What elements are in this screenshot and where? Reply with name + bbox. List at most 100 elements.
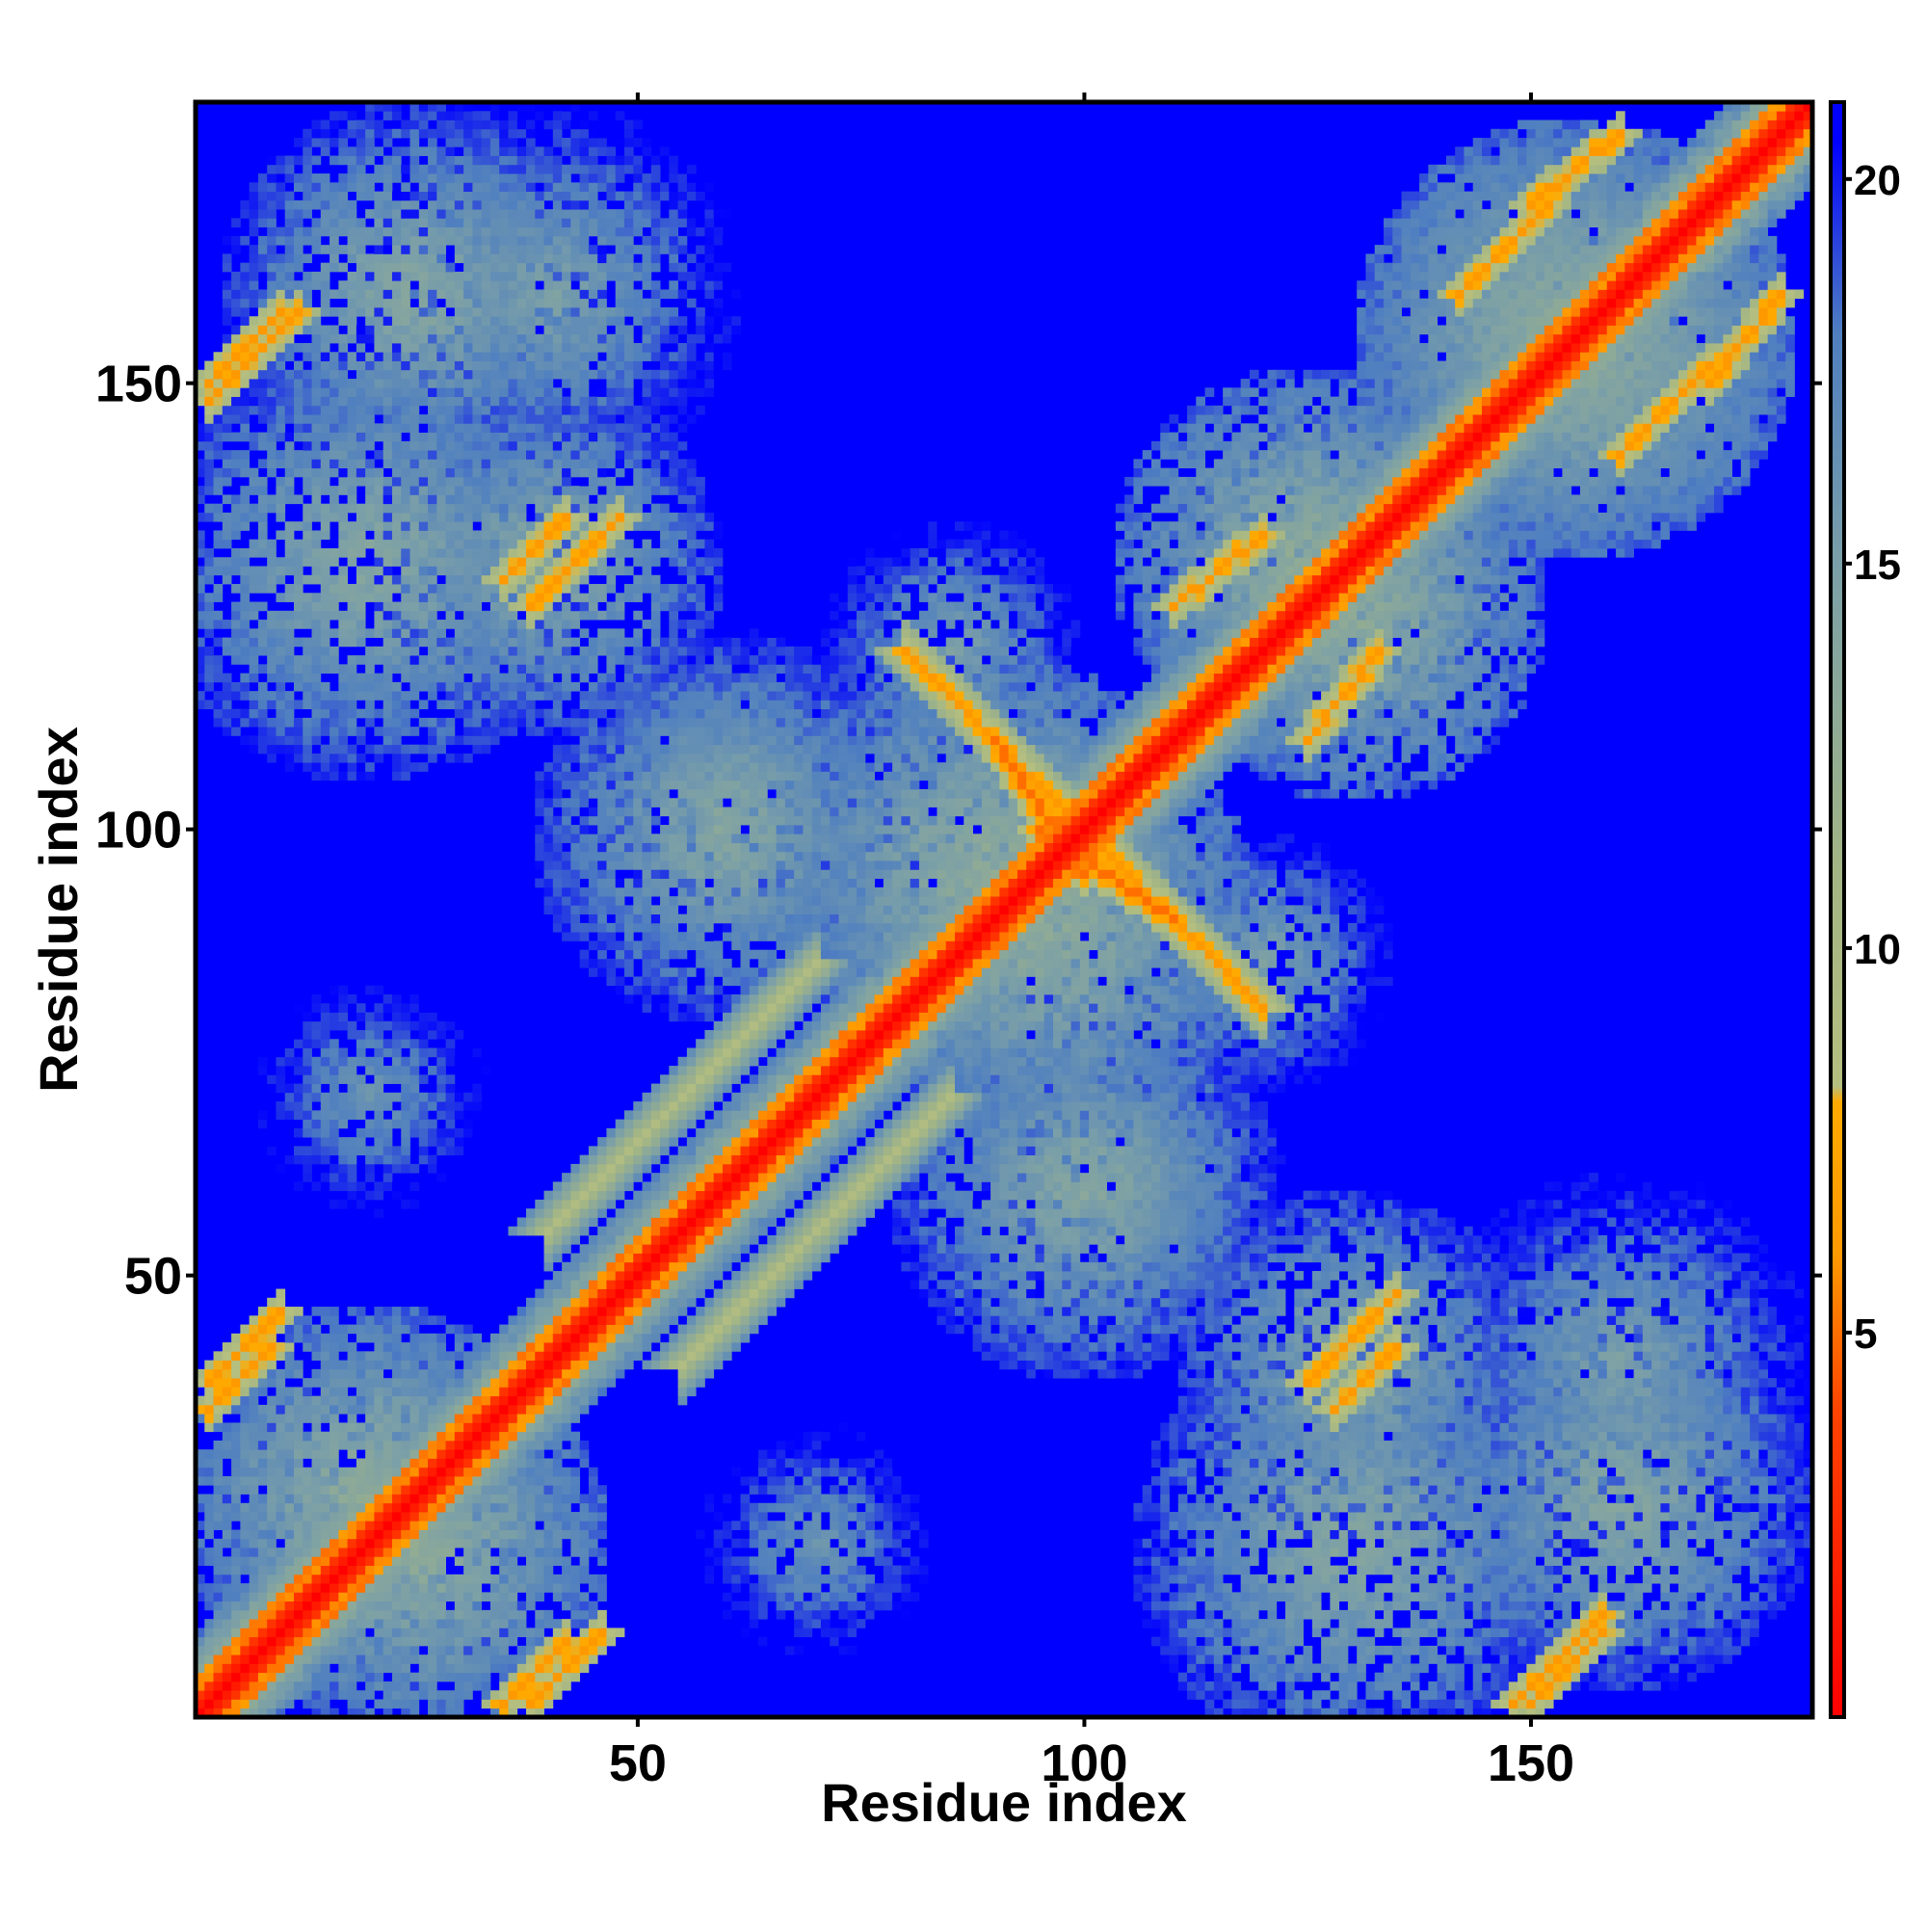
heatmap-cell [463,1030,473,1040]
heatmap-cell [463,333,473,344]
heatmap-cell [552,1690,563,1700]
heatmap-cell [454,396,464,407]
heatmap-cell [257,601,268,612]
heatmap-cell [418,584,429,594]
heatmap-cell [383,708,393,719]
heatmap-cell [231,1368,241,1379]
heatmap-cell [356,1512,366,1522]
heatmap-cell [365,1119,375,1129]
heatmap-cell [383,414,393,424]
heatmap-cell [240,1449,251,1459]
heatmap-cell [374,1066,384,1075]
heatmap-cell [508,557,518,567]
heatmap-cell [320,245,330,254]
heatmap-cell [535,798,544,807]
heatmap-cell [535,306,544,317]
heatmap-cell [552,1422,563,1433]
heatmap-cell [196,1475,205,1486]
heatmap-cell [570,1548,581,1557]
heatmap-cell [526,1467,536,1477]
heatmap-cell [472,700,483,710]
heatmap-cell [347,967,357,977]
heatmap-cell [320,271,330,281]
heatmap-cell [552,1280,563,1289]
heatmap-cell [445,1163,456,1174]
heatmap-cell [231,620,241,629]
heatmap-cell [293,182,304,192]
heatmap-cell [543,905,554,915]
heatmap-cell [543,547,554,558]
heatmap-cell [231,708,241,719]
heatmap-cell [526,199,536,210]
heatmap-cell [383,316,393,326]
heatmap-cell [204,423,214,434]
heatmap-cell [401,1681,410,1691]
heatmap-cell [240,1475,251,1486]
heatmap-cell [418,1681,429,1691]
heatmap-cell [347,1378,357,1388]
heatmap-cell [562,1502,571,1513]
heatmap-cell [401,459,410,469]
heatmap-cell [552,306,563,317]
heatmap-cell [222,450,232,460]
heatmap-cell [552,405,563,415]
heatmap-cell [249,717,259,728]
heatmap-cell [257,1681,268,1691]
heatmap-cell [418,1583,429,1593]
heatmap-cell [401,1020,410,1031]
heatmap-cell [562,1485,571,1495]
heatmap-cell [204,486,214,495]
heatmap-cell [409,1485,420,1495]
heatmap-cell [267,173,277,183]
heatmap-cell [204,1628,214,1638]
heatmap-cell [489,306,500,317]
heatmap-cell [347,316,357,326]
heatmap-cell [374,1654,384,1664]
heatmap-cell [436,1609,446,1620]
heatmap-cell [401,610,410,621]
heatmap-cell [374,1601,384,1611]
heatmap-cell [311,1378,322,1388]
heatmap-cell [499,1672,509,1682]
heatmap-cell [303,574,312,585]
heatmap-cell [535,1502,544,1513]
heatmap-cell [196,1583,205,1593]
heatmap-cell [436,503,446,514]
heatmap-cell [293,1512,304,1522]
heatmap-cell [436,735,446,746]
heatmap-cell [311,1092,322,1102]
heatmap-cell [570,842,581,853]
heatmap-cell [526,1404,536,1415]
heatmap-cell [196,369,205,380]
heatmap-cell [499,1502,509,1513]
heatmap-cell [418,1556,429,1566]
heatmap-cell [562,119,571,130]
heatmap-cell [543,1342,554,1352]
heatmap-cell [562,1475,571,1486]
heatmap-cell [330,610,339,621]
heatmap-cell [543,1378,554,1388]
heatmap-cell [311,1512,322,1522]
heatmap-cell [240,637,251,648]
heatmap-cell [445,637,456,648]
heatmap-cell [526,333,536,344]
heatmap-cell [562,111,571,120]
heatmap-cell [499,235,509,246]
heatmap-cell [445,1475,456,1486]
heatmap-cell [489,1512,500,1522]
heatmap-cell [391,199,402,210]
heatmap-cell [463,700,473,710]
heatmap-cell [383,1422,393,1433]
heatmap-cell [365,146,375,156]
heatmap-cell [276,1342,286,1352]
heatmap-cell [516,1414,527,1423]
heatmap-cell [365,379,375,388]
heatmap-cell [257,1690,268,1700]
heatmap-cell [383,593,393,602]
heatmap-cell [562,325,571,335]
heatmap-cell [508,173,518,183]
heatmap-cell [284,1529,295,1540]
heatmap-cell [535,1494,544,1504]
heatmap-cell [516,566,527,576]
heatmap-cell [445,396,456,407]
